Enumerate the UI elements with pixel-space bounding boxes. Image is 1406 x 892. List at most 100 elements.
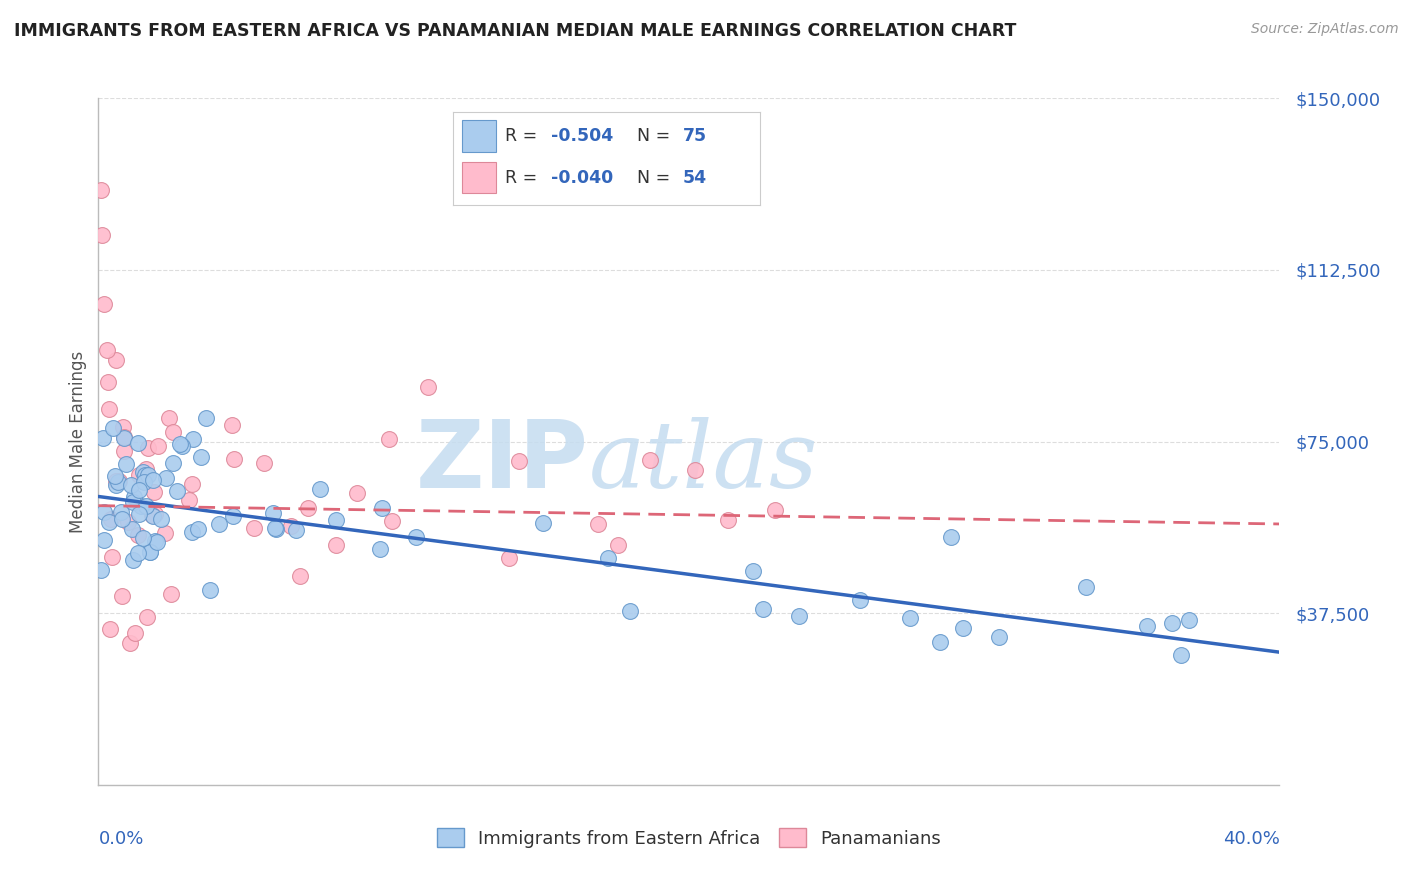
Point	[262, 506, 284, 520]
Point	[90, 563, 112, 577]
Point	[128, 483, 150, 497]
Point	[136, 468, 159, 483]
Point	[181, 432, 204, 446]
Point	[97, 375, 120, 389]
Point	[640, 453, 662, 467]
Text: ZIP: ZIP	[416, 417, 589, 508]
Point	[111, 420, 134, 434]
Point	[297, 500, 319, 515]
Point	[98, 622, 121, 636]
Text: atlas: atlas	[589, 417, 818, 508]
Point	[107, 475, 129, 489]
Point	[143, 507, 166, 521]
Point	[378, 432, 401, 446]
Point	[120, 478, 142, 492]
Point	[100, 512, 122, 526]
Point	[120, 635, 142, 649]
Point	[135, 499, 157, 513]
Point	[264, 521, 287, 535]
Point	[1178, 613, 1201, 627]
Point	[129, 499, 152, 513]
Point	[132, 465, 155, 479]
Point	[90, 228, 112, 243]
Point	[498, 551, 520, 566]
Point	[127, 527, 149, 541]
Point	[172, 439, 194, 453]
Point	[145, 533, 167, 548]
Point	[136, 441, 159, 455]
Point	[142, 474, 165, 488]
Point	[96, 343, 118, 357]
Point	[325, 538, 347, 552]
Point	[121, 494, 143, 508]
Point	[107, 474, 129, 488]
Point	[162, 425, 184, 440]
Point	[157, 411, 180, 425]
Point	[93, 533, 115, 548]
Point	[121, 553, 143, 567]
Point	[346, 486, 368, 500]
Point	[141, 508, 163, 523]
Point	[155, 471, 177, 485]
Point	[104, 352, 127, 367]
Point	[264, 522, 287, 536]
Point	[166, 483, 188, 498]
Point	[290, 568, 312, 582]
Point	[195, 410, 218, 425]
Text: Source: ZipAtlas.com: Source: ZipAtlas.com	[1251, 22, 1399, 37]
Point	[181, 476, 204, 491]
Point	[742, 564, 765, 578]
Point	[508, 453, 530, 467]
Point	[1136, 619, 1159, 633]
Point	[98, 515, 121, 529]
Point	[111, 589, 134, 603]
Point	[1160, 615, 1182, 630]
Point	[285, 524, 308, 538]
Point	[586, 517, 609, 532]
Point	[169, 437, 191, 451]
Point	[243, 521, 266, 535]
Point	[1074, 580, 1097, 594]
Point	[198, 582, 221, 597]
Point	[752, 602, 775, 616]
Point	[135, 462, 157, 476]
Point	[190, 450, 212, 464]
Text: IMMIGRANTS FROM EASTERN AFRICA VS PANAMANIAN MEDIAN MALE EARNINGS CORRELATION CH: IMMIGRANTS FROM EASTERN AFRICA VS PANAMA…	[14, 22, 1017, 40]
Legend: Immigrants from Eastern Africa, Panamanians: Immigrants from Eastern Africa, Panamani…	[430, 822, 948, 855]
Point	[112, 430, 135, 444]
Text: 40.0%: 40.0%	[1223, 830, 1279, 847]
Point	[150, 512, 173, 526]
Point	[848, 593, 870, 607]
Point	[93, 297, 115, 311]
Point	[98, 402, 121, 417]
Point	[132, 475, 155, 490]
Point	[146, 439, 169, 453]
Point	[416, 379, 439, 393]
Point	[110, 505, 132, 519]
Point	[380, 514, 402, 528]
Point	[112, 444, 135, 458]
Point	[142, 509, 165, 524]
Point	[181, 525, 204, 540]
Point	[531, 516, 554, 530]
Point	[685, 463, 707, 477]
Point	[1170, 648, 1192, 663]
Point	[122, 490, 145, 504]
Point	[787, 608, 810, 623]
Point	[121, 522, 143, 536]
Point	[93, 506, 115, 520]
Point	[717, 512, 740, 526]
Point	[153, 525, 176, 540]
Point	[111, 512, 134, 526]
Point	[101, 420, 124, 434]
Point	[127, 545, 149, 559]
Point	[135, 610, 157, 624]
Point	[143, 484, 166, 499]
Point	[222, 509, 245, 524]
Point	[325, 513, 347, 527]
Point	[101, 549, 124, 564]
Point	[368, 542, 391, 557]
Point	[162, 456, 184, 470]
Point	[90, 183, 112, 197]
Point	[138, 545, 160, 559]
